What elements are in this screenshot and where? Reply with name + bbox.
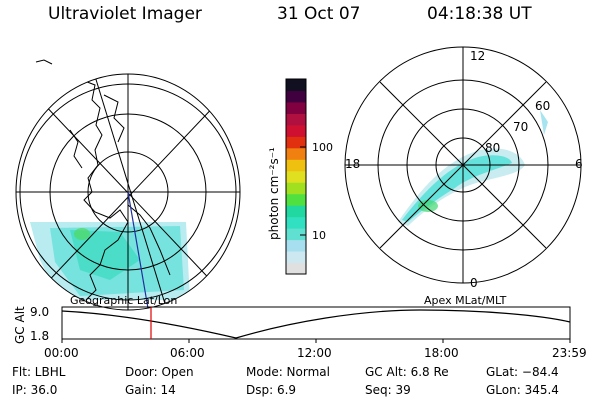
observation-date: 31 Oct 07 xyxy=(277,4,361,24)
info-glon: GLon: 345.4 xyxy=(486,383,559,397)
colorbar-segment xyxy=(286,124,306,137)
timeline-tick-3: 18:00 xyxy=(424,346,459,360)
info-gain: Gain: 14 xyxy=(125,383,176,397)
colorbar-segment xyxy=(286,228,306,241)
colorbar-segment xyxy=(286,79,306,91)
mlt-18-label: 18 xyxy=(345,157,360,171)
colorbar-segment xyxy=(286,182,306,195)
timeline-tick-4: 23:59 xyxy=(552,346,587,360)
info-dsp: Dsp: 6.9 xyxy=(246,383,297,397)
info-mode: Mode: Normal xyxy=(246,365,330,379)
colorbar-segment xyxy=(286,170,306,183)
info-seq: Seq: 39 xyxy=(365,383,411,397)
colorbar-segment xyxy=(286,251,306,264)
colorbar-segment xyxy=(286,262,306,275)
colorbar-segment xyxy=(286,159,306,172)
info-filter: Flt: LBHL xyxy=(12,365,66,379)
colorbar-segment xyxy=(286,239,306,252)
info-ip: IP: 36.0 xyxy=(12,383,58,397)
timeline-y-max: 9.0 xyxy=(30,305,49,319)
colorbar-tick-10: 10 xyxy=(312,229,326,242)
timeline-tick-1: 06:00 xyxy=(170,346,205,360)
colorbar-segment xyxy=(286,205,306,218)
info-gc-alt: GC Alt: 6.8 Re xyxy=(365,365,449,379)
apex-label: Apex MLat/MLT xyxy=(424,294,507,307)
observation-time: 04:18:38 UT xyxy=(427,4,532,24)
colorbar-segment xyxy=(286,147,306,160)
colorbar-tick-100: 100 xyxy=(312,141,333,154)
mlt-0-label: 0 xyxy=(470,276,478,290)
mlt-12-label: 12 xyxy=(470,49,485,63)
colorbar-segment xyxy=(286,193,306,206)
colorbar-segment xyxy=(286,90,306,103)
info-glat: GLat: −84.4 xyxy=(486,365,559,379)
timeline-tick-2: 12:00 xyxy=(297,346,332,360)
timeline-y-min: 1.8 xyxy=(30,329,49,343)
mlt-6-label: 6 xyxy=(575,157,583,171)
mlat-60-label: 60 xyxy=(535,99,550,113)
colorbar-segment xyxy=(286,136,306,149)
mlat-70-label: 70 xyxy=(513,120,528,134)
altitude-curve xyxy=(61,309,571,339)
instrument-title: Ultraviolet Imager xyxy=(48,4,202,24)
colorbar-unit-label: photon cm⁻²s⁻¹ xyxy=(267,147,281,240)
colorbar-gradient xyxy=(286,79,306,275)
colorbar-segment xyxy=(286,101,306,114)
colorbar-segment xyxy=(286,113,306,126)
geo-coastline xyxy=(81,79,129,301)
timeline-y-axis-label: GC Alt xyxy=(13,306,27,344)
colorbar-segment xyxy=(286,216,306,229)
info-door: Door: Open xyxy=(125,365,194,379)
mlat-80-label: 80 xyxy=(485,141,500,155)
geographic-label: Geographic Lat/Lon xyxy=(70,294,178,307)
timeline-tick-0: 00:00 xyxy=(44,346,79,360)
